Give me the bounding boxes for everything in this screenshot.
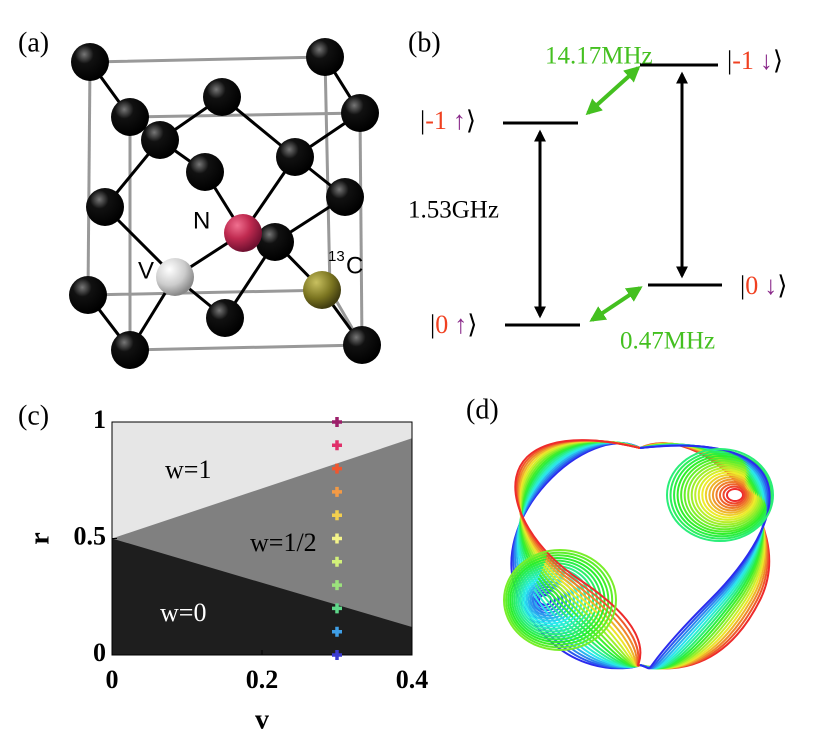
spin: ↓ — [760, 46, 773, 75]
trajectory — [503, 549, 617, 651]
trajectory — [726, 488, 744, 502]
x-tick-label: 0.2 — [246, 665, 279, 694]
atom-label: V — [138, 257, 154, 284]
energy-levels — [503, 63, 722, 327]
state-label: |-1 ↑⟩ — [420, 106, 476, 135]
atoms — [69, 38, 381, 369]
state-number: -1 — [425, 106, 447, 135]
marker — [332, 626, 342, 637]
ket-close: ⟩ — [466, 106, 476, 135]
marker — [332, 533, 342, 544]
trajectory — [515, 439, 641, 667]
cell-edge — [86, 61, 92, 296]
y-axis-label: r — [24, 532, 55, 544]
trajectory — [704, 473, 755, 517]
state-number: 0 — [745, 271, 758, 300]
trajectory — [669, 450, 773, 540]
ket-open: | — [740, 271, 745, 300]
ket-close: ⟩ — [467, 310, 477, 339]
marker — [332, 510, 342, 521]
panel-label: (b) — [408, 27, 441, 58]
trajectory — [722, 485, 746, 505]
state-label: |-1 ↓⟩ — [727, 46, 783, 75]
marker — [332, 650, 342, 660]
cell-edge — [358, 112, 364, 346]
atom-label: C — [346, 252, 363, 279]
region — [112, 538, 412, 655]
trajectory — [514, 439, 642, 667]
y-tick-label: 1 — [93, 405, 106, 434]
trajectory — [715, 480, 750, 510]
transition-label: 0.47MHz — [620, 328, 715, 355]
ket-close: ⟩ — [773, 46, 783, 75]
x-tick-label: 0.4 — [396, 665, 429, 694]
trajectories — [503, 439, 774, 670]
marker — [332, 603, 342, 614]
panel-label: (d) — [466, 394, 499, 425]
marker — [332, 463, 342, 474]
marker — [332, 440, 342, 451]
panel-label: (c) — [18, 400, 49, 431]
atom-label: N — [193, 207, 210, 234]
ket-open: | — [430, 310, 435, 339]
state-label: |0 ↑⟩ — [430, 310, 477, 339]
phase-diagram: w=1 w=1/2 w=0 0 0.2 0.4 0 0.5 1 v r — [24, 405, 428, 735]
state-label: |0 ↓⟩ — [740, 271, 787, 300]
atom-label: 13 — [328, 248, 345, 265]
region-label: w=0 — [160, 598, 206, 627]
ket-open: | — [727, 46, 732, 75]
ket-open: | — [420, 106, 425, 135]
trajectory — [639, 444, 771, 670]
cell-edge — [323, 56, 332, 291]
trajectory — [708, 476, 753, 514]
transition-label: 14.17MHz — [545, 43, 653, 70]
marker — [332, 486, 342, 497]
trajectory — [711, 478, 752, 512]
y-tick-label: 0.5 — [74, 521, 107, 550]
state-labels: |-1 ↑⟩|-1 ↓⟩|0 ↑⟩|0 ↓⟩ — [420, 46, 787, 339]
marker — [332, 580, 342, 591]
region-label: w=1/2 — [250, 528, 317, 557]
state-number: 0 — [435, 310, 448, 339]
ket-close: ⟩ — [777, 271, 787, 300]
region-label: w=1 — [165, 455, 211, 484]
trajectory — [718, 483, 748, 507]
panel-label: (a) — [18, 27, 49, 58]
trajectory — [666, 448, 774, 542]
transition-arrows — [585, 65, 643, 322]
x-axis-label: v — [255, 704, 269, 735]
trajectory — [505, 551, 614, 649]
marker — [332, 417, 342, 427]
state-number: -1 — [732, 46, 754, 75]
trajectory — [517, 439, 641, 667]
trajectory — [519, 440, 641, 668]
y-tick-label: 0 — [93, 638, 106, 667]
spin: ↓ — [764, 271, 777, 300]
trajectory — [701, 471, 757, 519]
transition-label: 1.53GHz — [408, 197, 499, 224]
trajectory — [521, 572, 583, 628]
marker — [332, 556, 342, 567]
trajectory — [697, 469, 759, 521]
spin: ↑ — [453, 106, 466, 135]
spin: ↑ — [454, 310, 467, 339]
trajectory — [519, 570, 587, 630]
x-tick-label: 0 — [106, 665, 119, 694]
trajectory — [520, 440, 641, 667]
trajectory — [509, 556, 606, 644]
